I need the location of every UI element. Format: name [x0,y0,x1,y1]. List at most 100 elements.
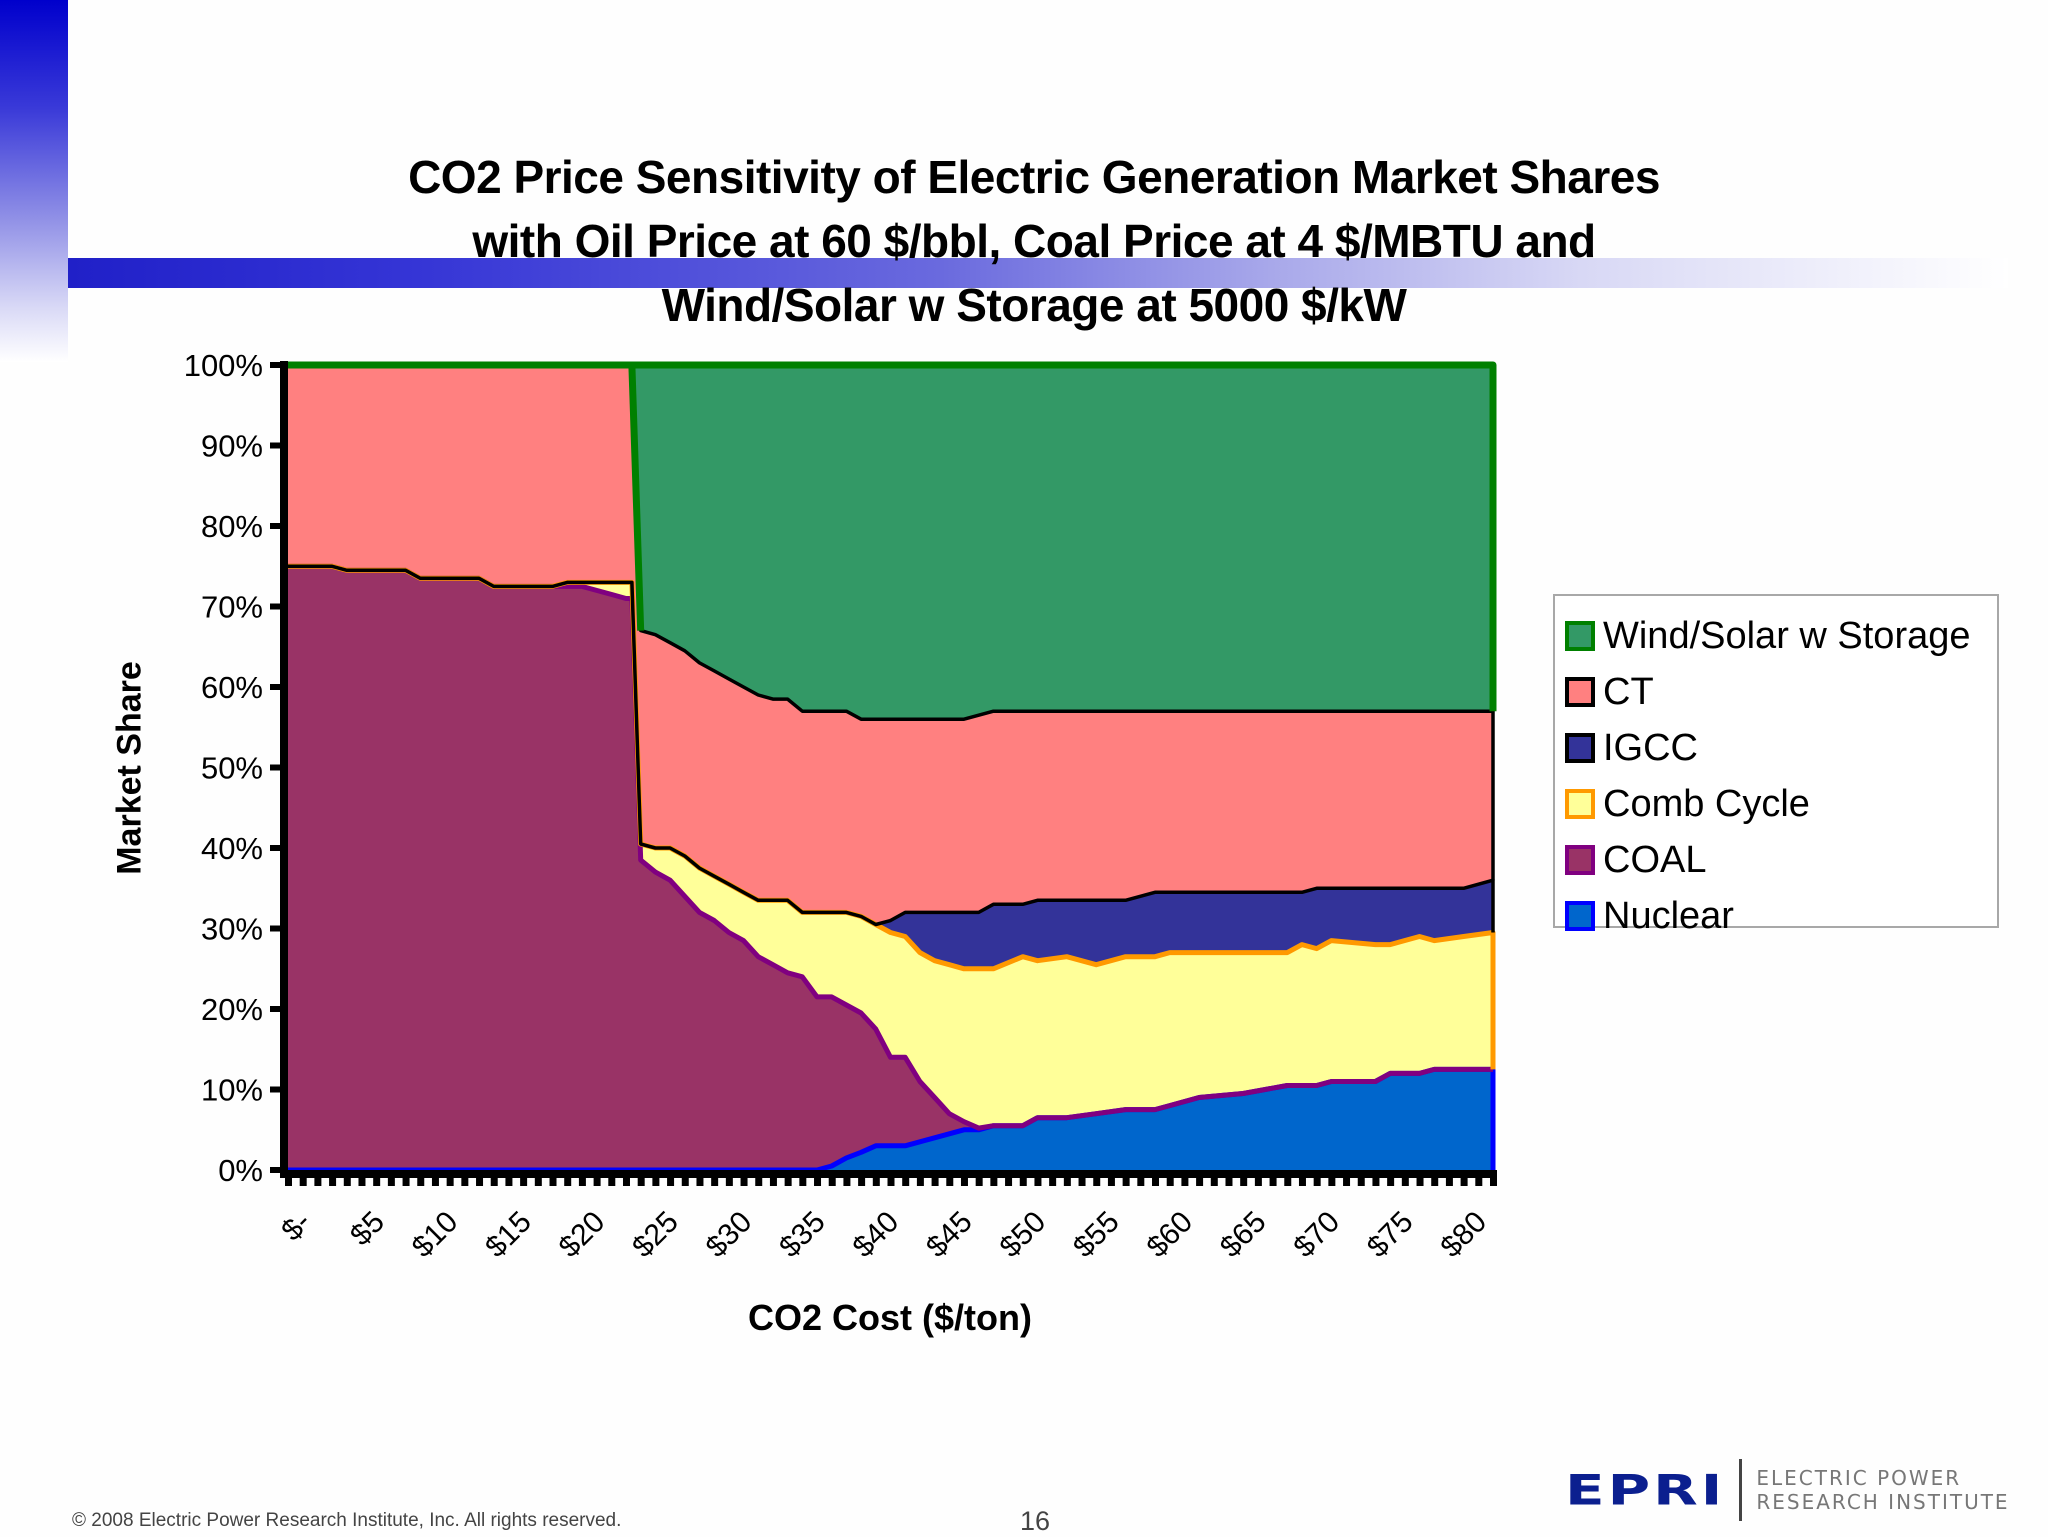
area-ct [288,365,1493,925]
x-tick-mark [1460,1178,1468,1186]
x-tick-mark [931,1178,939,1186]
legend-label: IGCC [1603,726,1698,769]
legend-swatch [1565,789,1595,819]
x-tick-mark [769,1178,777,1186]
y-tick-label: 20% [201,992,263,1027]
x-tick-label: $15 [479,1205,538,1264]
y-tick-label: 50% [201,751,263,786]
x-tick-mark [799,1178,807,1186]
legend-label: Wind/Solar w Storage [1603,614,1971,657]
x-tick-mark [1196,1178,1204,1186]
x-tick-mark [1107,1178,1115,1186]
epri-logo: EPRI ELECTRIC POWER RESEARCH INSTITUTE [1565,1455,2010,1525]
chart-legend: Wind/Solar w Storage CT IGCC Comb Cycle COAL… [1553,594,1999,937]
legend-item-comb-cycle: Comb Cycle [1555,776,1997,832]
copyright-footer: © 2008 Electric Power Research Institute… [72,1510,622,1531]
x-tick-mark [1313,1178,1321,1186]
x-tick-label: $60 [1140,1205,1199,1264]
x-tick-mark [843,1178,851,1186]
y-tick-label: 10% [201,1073,263,1108]
x-tick-mark [285,1178,292,1186]
y-tick-label: 80% [201,509,263,544]
x-tick-mark [1210,1178,1218,1186]
x-tick-mark [696,1178,704,1186]
x-tick-label: $65 [1214,1205,1273,1264]
slide-accent-vertical-bar [0,0,68,362]
x-tick-label: $75 [1361,1205,1420,1264]
x-tick-mark [578,1178,586,1186]
x-tick-mark [990,1178,998,1186]
x-tick-mark [417,1178,425,1186]
x-tick-mark [1445,1178,1453,1186]
x-tick-mark [975,1178,983,1186]
x-tick-mark [1387,1178,1395,1186]
logo-divider [1739,1459,1743,1521]
x-tick-label: $25 [626,1205,685,1264]
x-tick-mark [520,1178,528,1186]
logo-line-2: RESEARCH INSTITUTE [1756,1490,2010,1514]
x-tick-label: $35 [773,1205,832,1264]
x-tick-mark [667,1178,675,1186]
legend-item-igcc: IGCC [1555,720,1997,776]
boundary-wind-solar-left-edge [628,364,645,631]
x-tick-label: $5 [344,1205,391,1252]
x-tick-mark [329,1178,337,1186]
x-tick-mark [1401,1178,1409,1186]
x-tick-mark [622,1178,630,1186]
area-wind-solar-w-storage [288,365,1493,720]
x-tick-mark [358,1178,366,1186]
legend-item-wind-solar-w-storage: Wind/Solar w Storage [1555,608,1997,664]
x-tick-mark [725,1178,733,1186]
legend-label: CT [1603,670,1654,713]
x-tick-mark [1328,1178,1336,1186]
chart-title: CO2 Price Sensitivity of Electric Genera… [200,145,1868,337]
x-tick-mark [1063,1178,1071,1186]
x-tick-mark [946,1178,954,1186]
legend-swatch [1565,733,1595,763]
x-tick-mark [1490,1178,1497,1186]
x-tick-label: $55 [1067,1205,1126,1264]
x-tick-mark [446,1178,454,1186]
x-tick-mark [814,1178,822,1186]
x-tick-mark [1049,1178,1057,1186]
legend-item-nuclear: Nuclear [1555,888,1997,944]
chart-title-line-1: CO2 Price Sensitivity of Electric Genera… [408,151,1660,203]
y-tick-label: 90% [201,429,263,464]
x-tick-mark [828,1178,836,1186]
x-tick-mark [373,1178,381,1186]
x-tick-mark [505,1178,513,1186]
area-igcc [288,566,1493,969]
x-tick-mark [858,1178,866,1186]
legend-swatch [1565,677,1595,707]
x-tick-mark [593,1178,601,1186]
x-tick-mark [872,1178,880,1186]
y-tick-labels: 0% 10% 20% 30% 40% 50% 60% 70% 80% 90% 100% [184,348,284,1188]
x-tick-mark [476,1178,484,1186]
stacked-areas [288,361,1497,1173]
x-axis-title: CO2 Cost ($/ton) [748,1297,1032,1338]
x-tick-mark [343,1178,351,1186]
y-tick-label: 100% [184,348,263,383]
x-tick-mark [1152,1178,1160,1186]
y-tick-label: 70% [201,590,263,625]
legend-label: COAL [1603,838,1707,881]
x-tick-mark [490,1178,498,1186]
x-tick-mark [1372,1178,1380,1186]
y-tick-label: 60% [201,670,263,705]
axes [280,361,1497,1186]
x-tick-mark [387,1178,395,1186]
logo-wordmark: ELECTRIC POWER RESEARCH INSTITUTE [1756,1466,2009,1514]
y-tick-label: 0% [218,1153,263,1188]
x-tick-label: $10 [406,1205,465,1264]
x-tick-mark [711,1178,719,1186]
x-tick-mark [916,1178,924,1186]
boundary-coal [288,563,1493,1131]
x-tick-mark [402,1178,410,1186]
x-tick-mark [1475,1178,1483,1186]
x-tick-mark [1137,1178,1145,1186]
x-tick-mark [887,1178,895,1186]
x-tick-mark [1431,1178,1439,1186]
x-tick-mark [299,1178,307,1186]
legend-label: Comb Cycle [1603,782,1810,825]
